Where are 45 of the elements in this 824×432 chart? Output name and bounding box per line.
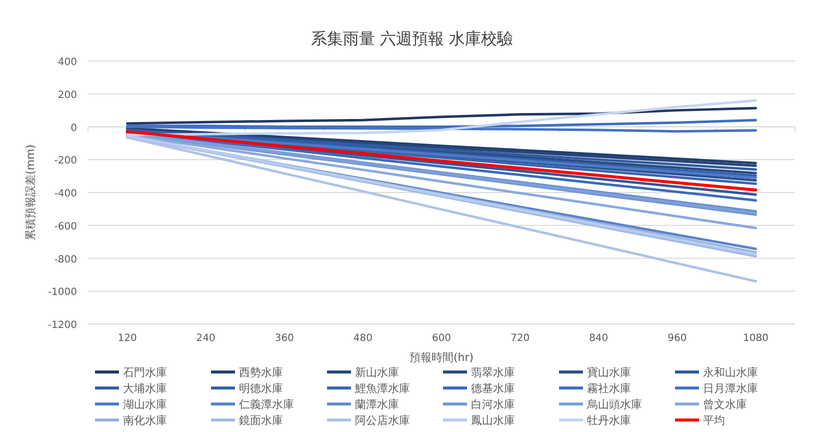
x-axis-title: 預報時間(hr) <box>409 351 474 364</box>
legend-label: 仁義潭水庫 <box>239 398 294 411</box>
y-axis-title: 累積預報誤差(mm) <box>24 144 37 241</box>
x-tick-label: 120 <box>118 333 137 344</box>
legend-label: 西勢水庫 <box>239 366 283 379</box>
legend-label: 平均 <box>703 414 725 427</box>
legend-label: 翡翠水庫 <box>471 366 515 379</box>
legend-label: 日月潭水庫 <box>703 382 758 395</box>
legend-label: 白河水庫 <box>471 398 515 411</box>
legend-label: 鳳山水庫 <box>471 414 515 427</box>
legend-label: 湖山水庫 <box>123 398 167 411</box>
legend-label: 新山水庫 <box>355 366 399 379</box>
legend-label: 阿公店水庫 <box>355 414 410 427</box>
y-tick-label: 400 <box>58 57 77 68</box>
x-tick-label: 360 <box>274 333 294 344</box>
chart-title: 系集雨量 六週預報 水庫校驗 <box>310 29 514 48</box>
x-tick-label: 840 <box>589 333 608 344</box>
y-tick-label: -200 <box>54 156 77 167</box>
legend-label: 德基水庫 <box>471 382 515 395</box>
legend-label: 明德水庫 <box>239 382 283 395</box>
legend-label: 霧社水庫 <box>587 382 631 395</box>
x-tick-label: 240 <box>196 333 216 344</box>
legend-label: 蘭潭水庫 <box>355 398 399 411</box>
x-tick-label: 480 <box>353 333 372 344</box>
x-tick-label: 1080 <box>742 333 768 344</box>
y-tick-label: -400 <box>54 188 77 200</box>
y-tick-label: 0 <box>70 122 77 134</box>
legend-label: 寶山水庫 <box>587 366 631 379</box>
x-tick-label: 720 <box>510 333 530 344</box>
y-tick-label: -600 <box>54 221 77 232</box>
legend-label: 烏山頭水庫 <box>586 398 642 411</box>
legend-label: 曾文水庫 <box>703 398 747 411</box>
legend-label: 大埔水庫 <box>123 382 167 395</box>
y-tick-label: 200 <box>58 90 77 101</box>
legend-label: 鯉魚潭水庫 <box>355 382 410 395</box>
legend-label: 南化水庫 <box>123 414 167 427</box>
legend-label: 永和山水庫 <box>703 366 758 379</box>
y-tick-label: -1200 <box>48 320 77 331</box>
x-tick-label: 600 <box>432 333 452 344</box>
x-tick-label: 960 <box>668 333 687 344</box>
legend-label: 鏡面水庫 <box>239 414 283 427</box>
legend-label: 石門水庫 <box>123 366 167 379</box>
y-tick-label: -800 <box>54 254 77 266</box>
y-tick-label: -1000 <box>48 287 77 298</box>
legend-label: 牡丹水庫 <box>587 414 631 427</box>
